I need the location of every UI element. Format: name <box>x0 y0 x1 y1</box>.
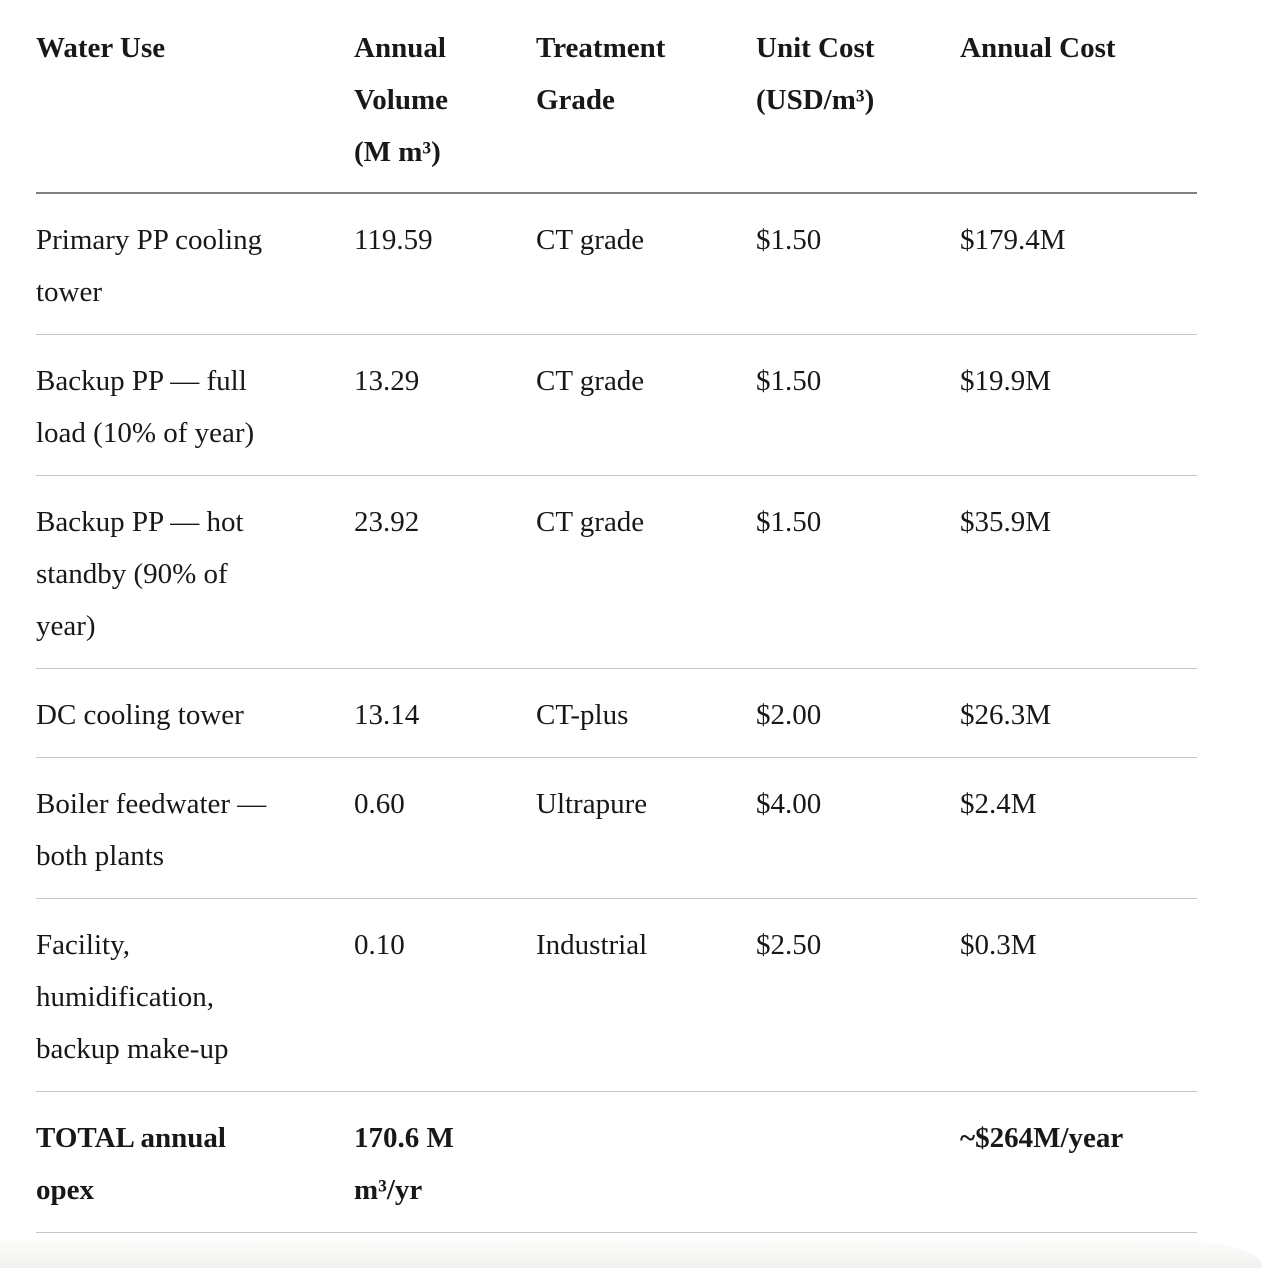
table-row: Backup PP — hot standby (90% of year) 23.… <box>36 475 1197 669</box>
cell-grade: CT-plus <box>536 668 756 758</box>
table-row: Boiler feedwater — both plants 0.60 Ultrap… <box>36 757 1197 899</box>
table: Water Use Annual Volume (M m³) Treatment… <box>36 22 1197 1233</box>
cell-annual-cost: $19.9M <box>960 334 1197 476</box>
cell-volume: 0.10 <box>354 898 536 1092</box>
cell-annual-cost: $2.4M <box>960 757 1197 899</box>
cell-unit-cost: $1.50 <box>756 475 960 669</box>
cell-use: Boiler feedwater — both plants <box>36 757 354 899</box>
cell-grade: CT grade <box>536 475 756 669</box>
cell-annual-cost: $35.9M <box>960 475 1197 669</box>
cell-grade <box>536 1091 756 1233</box>
table-row: Facility, humidification, backup make-up… <box>36 898 1197 1092</box>
table-body: Primary PP cooling tower 119.59 CT grade $1… <box>36 193 1197 1233</box>
cell-unit-cost <box>756 1091 960 1233</box>
table-row: Primary PP cooling tower 119.59 CT grade $1… <box>36 193 1197 335</box>
cell-annual-cost: $179.4M <box>960 193 1197 335</box>
column-header-annual-cost: Annual Cost <box>960 22 1197 194</box>
table-row: DC cooling tower 13.14 CT-plus $2.00 $26.3M <box>36 668 1197 758</box>
cell-use: Primary PP cooling tower <box>36 193 354 335</box>
cell-use: TOTAL annual opex <box>36 1091 354 1233</box>
cell-annual-cost: ~$264M/year <box>960 1091 1197 1233</box>
cell-grade: CT grade <box>536 193 756 335</box>
cell-unit-cost: $2.50 <box>756 898 960 1092</box>
table-header-row: Water Use Annual Volume (M m³) Treatment… <box>36 22 1197 194</box>
column-header-treatment-grade: Treatment Grade <box>536 22 756 194</box>
cell-use: Backup PP — hot standby (90% of year) <box>36 475 354 669</box>
cell-volume: 23.92 <box>354 475 536 669</box>
cell-grade: Ultrapure <box>536 757 756 899</box>
cell-unit-cost: $2.00 <box>756 668 960 758</box>
column-header-unit-cost: Unit Cost (USD/m³) <box>756 22 960 194</box>
table-row: Backup PP — full load (10% of year) 13.29… <box>36 334 1197 476</box>
column-header-annual-volume: Annual Volume (M m³) <box>354 22 536 194</box>
cell-annual-cost: $0.3M <box>960 898 1197 1092</box>
cell-volume: 0.60 <box>354 757 536 899</box>
cell-use: DC cooling tower <box>36 668 354 758</box>
water-use-cost-table: Water Use Annual Volume (M m³) Treatment… <box>36 22 1197 1233</box>
cell-volume: 170.6 M m³/yr <box>354 1091 536 1233</box>
cell-use: Backup PP — full load (10% of year) <box>36 334 354 476</box>
cell-use: Facility, humidification, backup make-up <box>36 898 354 1092</box>
cell-volume: 119.59 <box>354 193 536 335</box>
cell-annual-cost: $26.3M <box>960 668 1197 758</box>
cell-unit-cost: $1.50 <box>756 193 960 335</box>
cell-grade: CT grade <box>536 334 756 476</box>
cell-unit-cost: $1.50 <box>756 334 960 476</box>
column-header-water-use: Water Use <box>36 22 354 194</box>
cell-unit-cost: $4.00 <box>756 757 960 899</box>
cell-grade: Industrial <box>536 898 756 1092</box>
next-block-top-edge <box>0 1240 1262 1268</box>
total-row: TOTAL annual opex 170.6 M m³/yr ~$264M/yea… <box>36 1091 1197 1233</box>
cell-volume: 13.29 <box>354 334 536 476</box>
cell-volume: 13.14 <box>354 668 536 758</box>
